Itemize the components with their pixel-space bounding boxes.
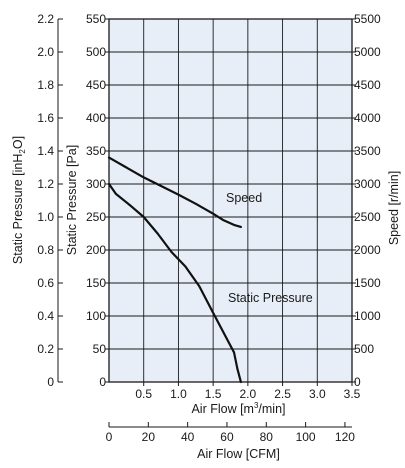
m3-tick-label: 3.0 [309, 387, 326, 401]
pa-tick-label: 450 [86, 78, 106, 92]
inh2o-tick-label: 1.4 [37, 144, 54, 158]
inh2o-tick-label: 1.2 [37, 177, 54, 191]
inh2o-tick-label: 2.0 [37, 45, 54, 59]
cfm-tick-label: 20 [142, 430, 156, 444]
speed-tick-label: 1000 [354, 309, 381, 323]
m3-tick-label: 0.5 [135, 387, 152, 401]
cfm-tick-label: 120 [335, 430, 355, 444]
speed-tick-label: 2500 [354, 210, 381, 224]
cfm-tick-label: 100 [296, 430, 316, 444]
cfm-tick-label: 60 [220, 430, 234, 444]
pa-tick-label: 200 [86, 243, 106, 257]
speed-axis-title: Speed [r/min] [387, 171, 401, 245]
static-pressure-curve [107, 182, 242, 384]
speed-tick-label: 4000 [354, 111, 381, 125]
inh2o-tick-label: 0.2 [37, 342, 54, 356]
speed-curve [107, 156, 242, 228]
speed-tick-label: 500 [354, 342, 374, 356]
speed-tick-label: 0 [354, 375, 361, 389]
pa-tick-label: 250 [86, 210, 106, 224]
plot-area [109, 19, 352, 382]
cfm-axis-title: Air Flow [CFM] [197, 447, 280, 461]
static-pressure-curve-label: Static Pressure [228, 291, 313, 305]
speed-tick-label: 5000 [354, 45, 381, 59]
inh2o-tick-label: 1.8 [37, 78, 54, 92]
inh2o-axis-title: Static Pressure [inH2O] [11, 136, 27, 264]
pa-tick-label: 350 [86, 144, 106, 158]
m3-axis-title: Air Flow [m3/min] [191, 401, 285, 416]
m3-tick-label: 2.5 [274, 387, 291, 401]
pa-tick-label: 50 [93, 342, 107, 356]
pa-tick-label: 300 [86, 177, 106, 191]
cfm-tick-label: 40 [181, 430, 195, 444]
inh2o-tick-label: 0 [47, 375, 54, 389]
speed-tick-label: 3000 [354, 177, 381, 191]
inh2o-tick-label: 2.2 [37, 12, 54, 26]
pa-tick-label: 400 [86, 111, 106, 125]
m3-tick-label: 1.5 [205, 387, 222, 401]
pa-tick-label: 500 [86, 45, 106, 59]
plot-frame [108, 18, 353, 383]
speed-tick-label: 5500 [354, 12, 381, 26]
speed-tick-label: 4500 [354, 78, 381, 92]
pa-axis-title: Static Pressure [Pa] [65, 145, 79, 255]
speed-tick-label: 3500 [354, 144, 381, 158]
pa-tick-label: 0 [99, 375, 106, 389]
speed-tick-label: 2000 [354, 243, 381, 257]
m3-tick-label: 2.0 [240, 387, 257, 401]
speed-curve-label: Speed [226, 191, 262, 205]
inh2o-tick-label: 0.4 [37, 309, 54, 323]
speed-tick-label: 1500 [354, 276, 381, 290]
pa-tick-label: 100 [86, 309, 106, 323]
pa-tick-label: 550 [86, 12, 106, 26]
inh2o-tick-label: 1.6 [37, 111, 54, 125]
cfm-tick-label: 80 [260, 430, 274, 444]
m3-tick-label: 3.5 [344, 387, 361, 401]
pa-tick-label: 150 [86, 276, 106, 290]
cfm-tick-label: 0 [106, 430, 113, 444]
inh2o-tick-label: 1.0 [37, 210, 54, 224]
inh2o-tick-label: 0.6 [37, 276, 54, 290]
inh2o-tick-label: 0.8 [37, 243, 54, 257]
m3-tick-label: 1.0 [170, 387, 187, 401]
